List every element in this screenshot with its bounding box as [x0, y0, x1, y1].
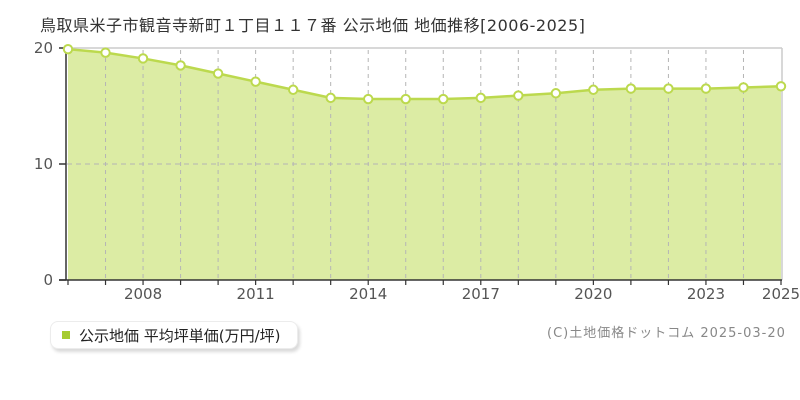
- data-point: [738, 82, 749, 93]
- data-point: [513, 90, 524, 101]
- data-point: [625, 83, 637, 94]
- data-point: [287, 84, 299, 95]
- data-point: [400, 93, 411, 105]
- y-tick-label: 20: [34, 39, 53, 57]
- x-tick-label: 2017: [462, 285, 500, 303]
- data-point: [700, 83, 712, 94]
- data-point: [550, 88, 562, 99]
- legend-series-label: 公示地価 平均坪単価(万円/坪): [79, 326, 281, 345]
- data-point: [212, 68, 224, 79]
- data-point: [325, 92, 336, 104]
- data-point: [438, 93, 449, 105]
- data-point: [137, 53, 149, 64]
- legend-series-marker-icon: [62, 331, 70, 339]
- price-area-fill: [68, 49, 781, 280]
- data-point: [775, 81, 787, 92]
- legend: 公示地価 平均坪単価(万円/坪): [50, 321, 298, 349]
- data-point: [250, 76, 261, 87]
- chart-title: 鳥取県米子市観音寺新町１丁目１１７番 公示地価 地価推移[2006-2025]: [40, 16, 586, 35]
- y-tick-label: 0: [43, 271, 53, 289]
- y-tick-label: 10: [34, 155, 53, 173]
- price-line: [67, 47, 782, 101]
- data-point: [363, 93, 374, 105]
- data-point: [100, 47, 111, 58]
- x-tick-label: 2020: [574, 285, 612, 303]
- x-tick-label: 2011: [237, 285, 275, 303]
- x-tick-label: 2025: [762, 285, 800, 303]
- data-point: [475, 92, 486, 104]
- x-tick-label: 2014: [349, 285, 387, 303]
- data-point: [62, 43, 74, 55]
- copyright-text: (C)土地価格ドットコム 2025-03-20: [547, 326, 786, 341]
- x-tick-label: 2023: [687, 285, 725, 303]
- x-tick-label: 2008: [124, 285, 162, 303]
- data-point: [663, 83, 674, 94]
- data-point: [175, 60, 186, 71]
- data-point: [588, 84, 599, 95]
